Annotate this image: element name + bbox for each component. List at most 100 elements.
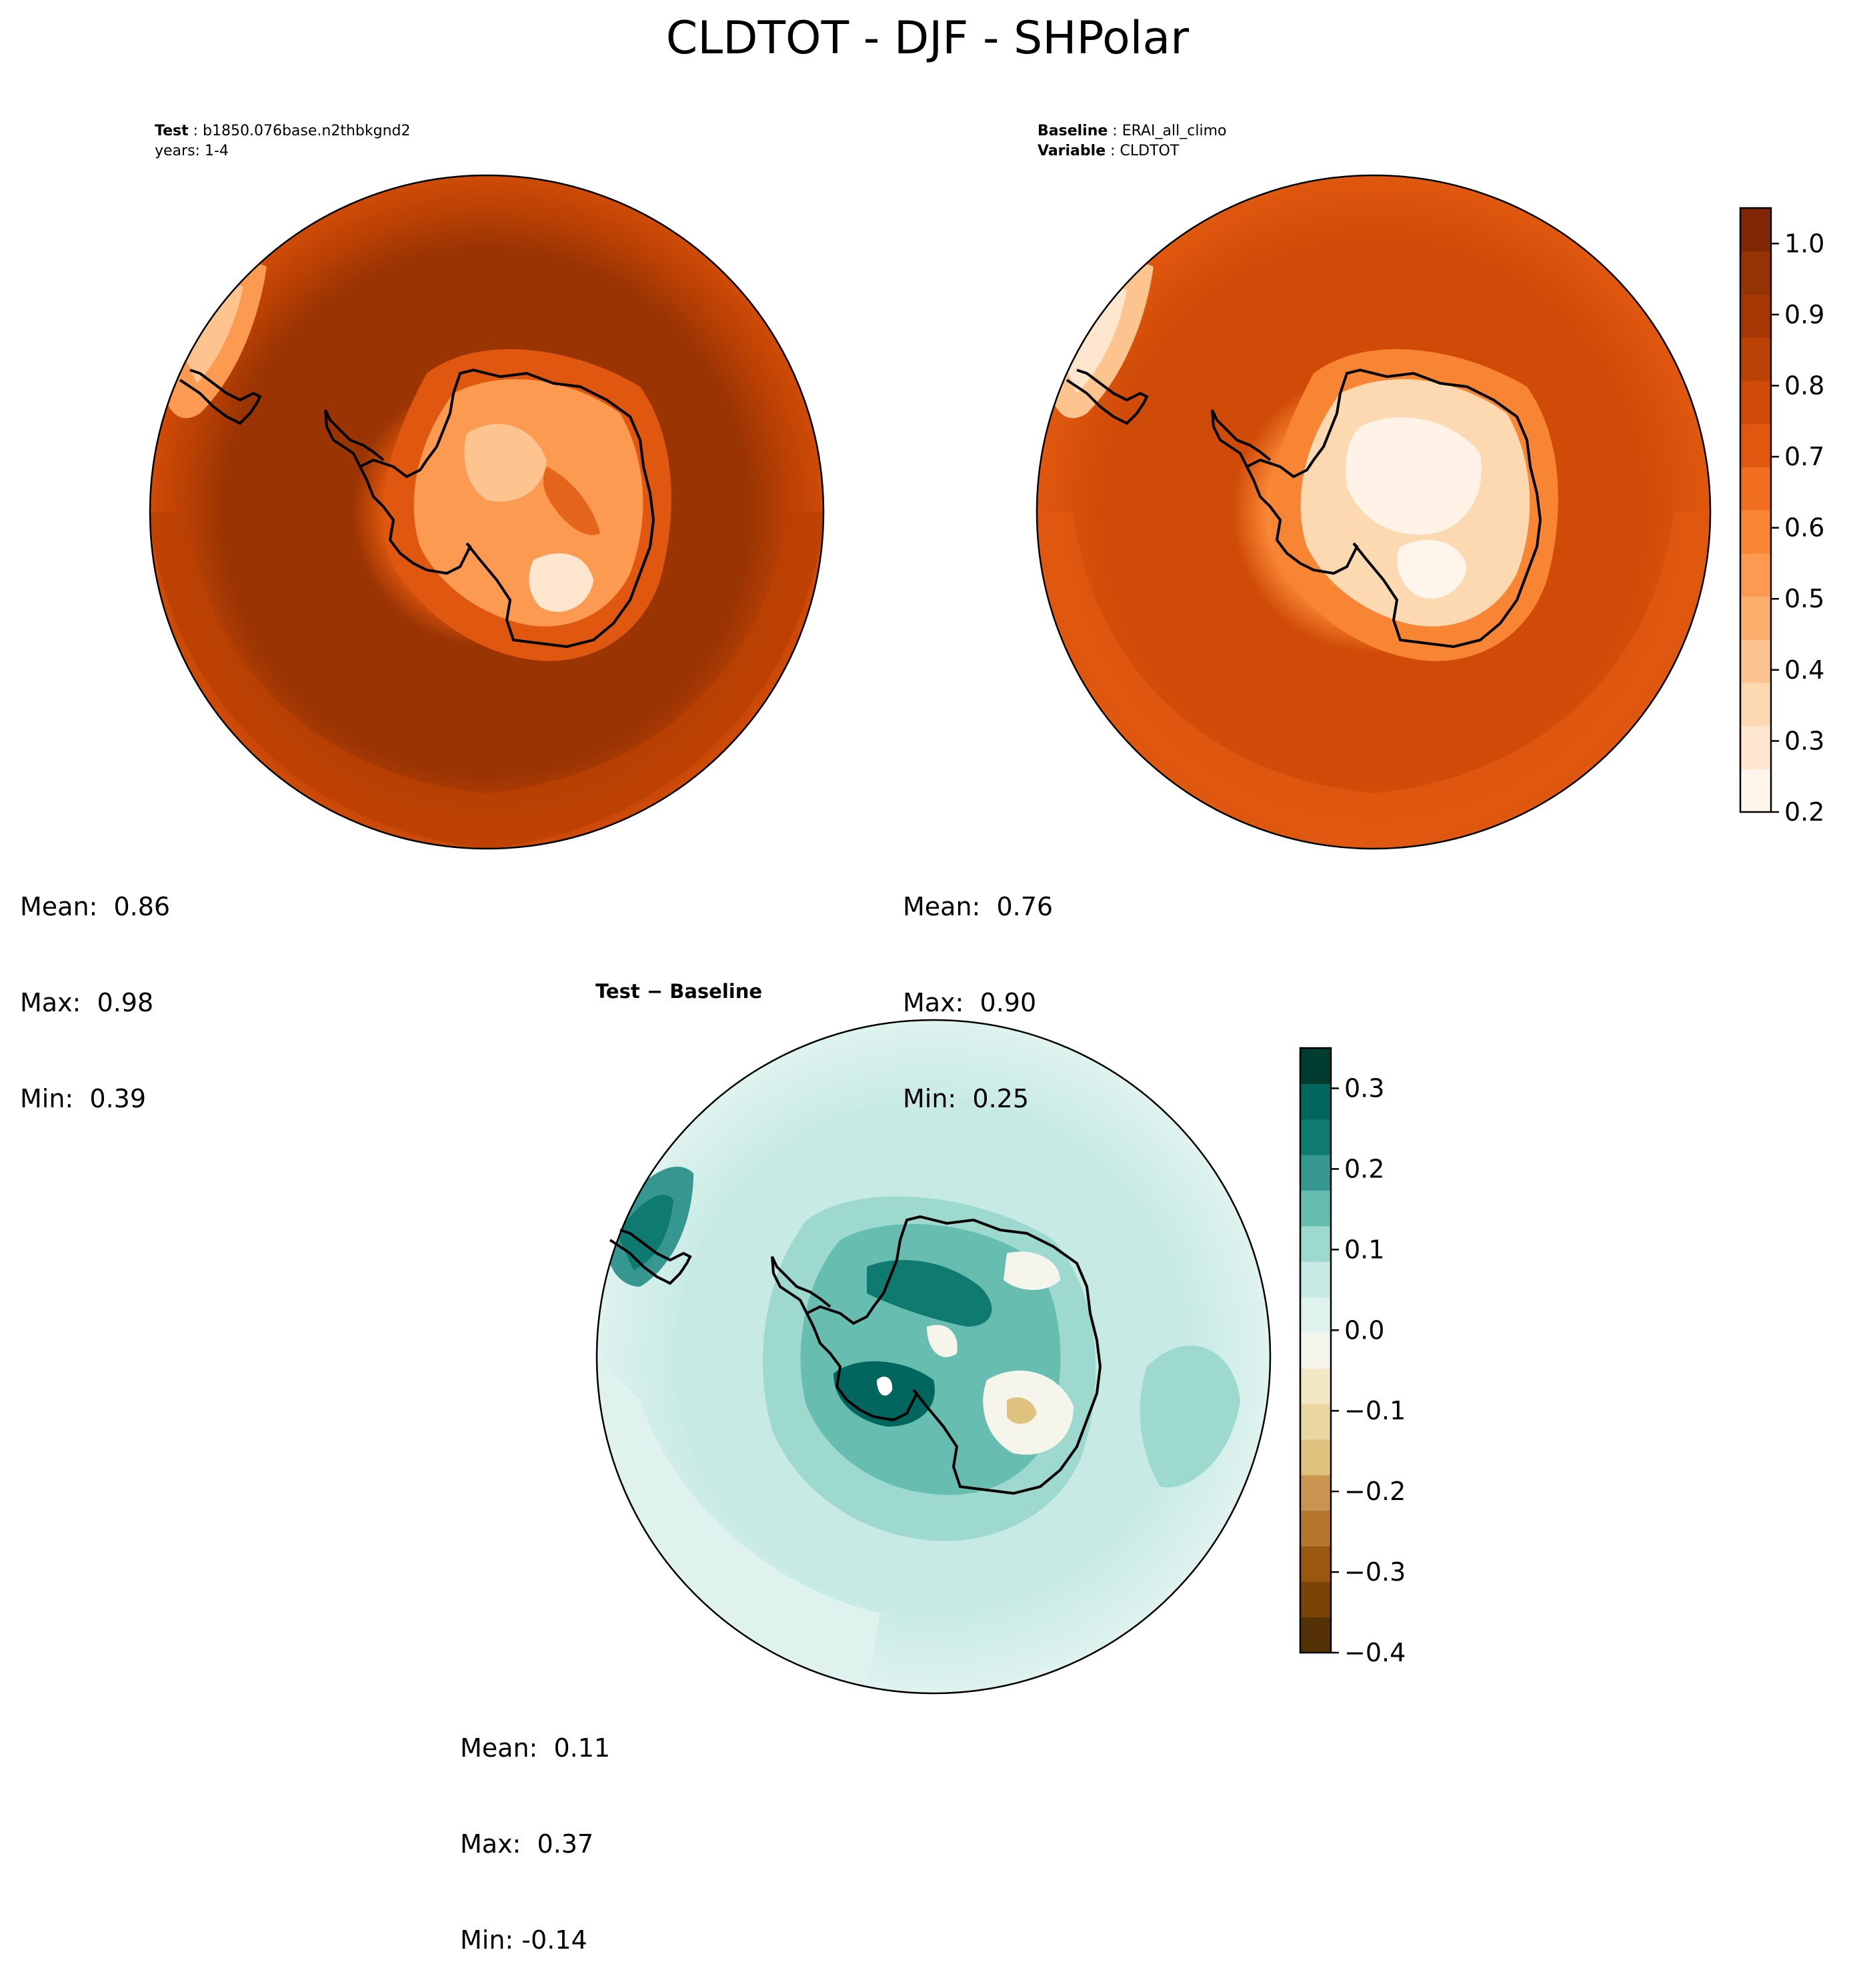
- field-colorbar-tick-label: 0.3: [1784, 726, 1824, 755]
- test-min: Min: 0.39: [20, 1084, 146, 1113]
- field-colorbar-segment: [1740, 682, 1771, 727]
- field-colorbar-tick-label: 0.5: [1784, 584, 1824, 613]
- test-outer-band: [150, 512, 823, 849]
- diff-ice-white: [877, 1377, 893, 1396]
- field-colorbar-frame: [1739, 207, 1772, 813]
- diff-map-boundary: [595, 1019, 1272, 1695]
- diff-antarctica-coastline: [805, 1215, 1102, 1495]
- baseline-case-name: ERAI_all_climo: [1122, 123, 1227, 139]
- figure-canvas: 0.2 0.3 0.4 0.5 0.6 0.7 0.8 0.9 1.0 −0.4 −0.3 −0.2…: [149, 174, 1824, 1695]
- diff-max: Max: 0.37: [460, 1829, 594, 1859]
- field-colorbar-segment: [1740, 553, 1771, 597]
- baseline-pacific-patch-light: [1060, 289, 1127, 393]
- test-south-america-coast: [179, 369, 262, 425]
- test-antarctica-coastline: [358, 368, 655, 649]
- test-map-boundary: [149, 174, 825, 850]
- test-ice-core-1: [464, 423, 547, 502]
- field-colorbar-segment: [1740, 467, 1771, 511]
- diff-colorbar-tick-label: −0.3: [1344, 1557, 1406, 1587]
- test-pacific-patch-light: [180, 285, 243, 383]
- field-colorbar-tick-label: 0.8: [1784, 371, 1824, 400]
- baseline-outer-band: [1037, 512, 1710, 849]
- baseline-map: [1036, 174, 1712, 850]
- diff-colorbar-segment: [1300, 1332, 1331, 1369]
- field-colorbar-tick-label: 0.7: [1784, 442, 1824, 471]
- diff-colorbar-segment: [1300, 1510, 1331, 1547]
- test-case-name: b1850.076base.n2thbkgnd2: [203, 123, 411, 139]
- diff-colorbar-segment: [1300, 1297, 1331, 1333]
- diff-panel-title: Test − Baseline: [595, 980, 763, 1003]
- field-colorbar-segment: [1740, 596, 1771, 640]
- diff-colorbar-segment: [1300, 1439, 1331, 1475]
- field-colorbar-segment: [1740, 769, 1771, 813]
- diff-colorbar-segment: [1300, 1225, 1331, 1262]
- diff-ice-tan: [1007, 1397, 1037, 1424]
- diff-map: [595, 1019, 1272, 1695]
- diff-mean: Mean: 0.11: [460, 1733, 611, 1763]
- field-colorbar-segment: [1740, 423, 1771, 467]
- baseline-min: Min: 0.25: [903, 1084, 1029, 1113]
- field-colorbar-segment: [1740, 510, 1771, 554]
- diff-colorbar-frame: [1299, 1047, 1332, 1654]
- baseline-metadata: Baseline : ERAI_all_climo Variable : CLD…: [1038, 123, 1227, 159]
- diff-colorbar-segment: [1300, 1581, 1331, 1618]
- test-map: [149, 174, 825, 850]
- diff-colorbar-segment: [1300, 1261, 1331, 1298]
- field-colorbar-segment: [1740, 725, 1771, 769]
- baseline-max: Max: 0.90: [903, 988, 1037, 1017]
- test-mean: Mean: 0.86: [20, 892, 171, 921]
- field-colorbar-tick-label: 0.2: [1784, 797, 1824, 827]
- diff-colorbar-segment: [1300, 1119, 1331, 1155]
- diff-colorbar-segment: [1300, 1475, 1331, 1511]
- baseline-antarctica-coastline: [1245, 368, 1542, 649]
- baseline-mean: Mean: 0.76: [903, 892, 1054, 921]
- baseline-peninsula: [1211, 409, 1272, 467]
- variable-name: CLDTOT: [1120, 143, 1180, 159]
- baseline-stats: Mean: 0.76 Max: 0.90 Min: 0.25: [903, 827, 1053, 1147]
- field-colorbar-segment: [1740, 294, 1771, 338]
- diff-colorbar-segment: [1300, 1083, 1331, 1120]
- diff-outer-light: [597, 1357, 880, 1690]
- diff-colorbar: −0.4 −0.3 −0.2 −0.1 0.0 0.1 0.2 0.3: [1299, 1047, 1406, 1667]
- variable-label-key: Variable: [1038, 143, 1106, 159]
- test-metadata: Test : b1850.076base.n2thbkgnd2 years: 1…: [155, 121, 411, 161]
- field-colorbar-segment: [1740, 337, 1771, 381]
- diff-colorbar-tick-label: −0.2: [1344, 1477, 1406, 1506]
- diff-colorbar-segment: [1300, 1403, 1331, 1440]
- test-max: Max: 0.98: [20, 988, 154, 1017]
- diff-colorbar-tick-label: −0.1: [1344, 1396, 1406, 1425]
- field-colorbar-segment: [1740, 380, 1771, 425]
- field-colorbar-tick-label: 0.4: [1784, 655, 1824, 685]
- field-colorbar-tick-label: 0.6: [1784, 513, 1824, 543]
- diff-ice-light-3: [927, 1325, 958, 1357]
- field-colorbar-tick-label: 1.0: [1784, 229, 1824, 258]
- diff-ice-dark-1: [867, 1260, 992, 1327]
- diff-stats: Mean: 0.11 Max: 0.37 Min: -0.14: [460, 1668, 610, 1988]
- diff-colorbar-tick-label: 0.0: [1344, 1315, 1384, 1345]
- diff-peninsula: [771, 1256, 831, 1314]
- field-colorbar-segment: [1740, 251, 1771, 295]
- figure-title: CLDTOT - DJF - SHPolar: [665, 12, 1190, 65]
- baseline-south-america-coast: [1066, 369, 1149, 425]
- test-peninsula: [324, 409, 385, 467]
- field-colorbar-tick-label: 0.9: [1784, 300, 1824, 329]
- diff-colorbar-tick-label: 0.3: [1344, 1073, 1384, 1103]
- test-years: years: 1-4: [155, 143, 229, 159]
- baseline-map-boundary: [1036, 174, 1712, 850]
- diff-colorbar-segment: [1300, 1048, 1331, 1084]
- baseline-ice-core: [1346, 417, 1482, 535]
- diff-south-america-coast: [609, 1229, 692, 1285]
- test-stats: Mean: 0.86 Max: 0.98 Min: 0.39: [20, 827, 170, 1147]
- field-colorbar-segment: [1740, 639, 1771, 683]
- diff-colorbar-segment: [1300, 1368, 1331, 1405]
- test-label-key: Test: [155, 123, 189, 139]
- field-colorbar-segment: [1740, 208, 1771, 252]
- diff-pacific-darker: [617, 1195, 673, 1270]
- diff-ice-light-2: [1004, 1251, 1060, 1290]
- diff-right-patch: [1140, 1345, 1240, 1488]
- diff-colorbar-tick-label: 0.2: [1344, 1154, 1384, 1183]
- test-ice-dark-streak: [543, 467, 600, 535]
- diff-colorbar-segment: [1300, 1155, 1331, 1191]
- diff-colorbar-tick-label: −0.4: [1344, 1638, 1406, 1667]
- baseline-label-key: Baseline: [1038, 123, 1108, 139]
